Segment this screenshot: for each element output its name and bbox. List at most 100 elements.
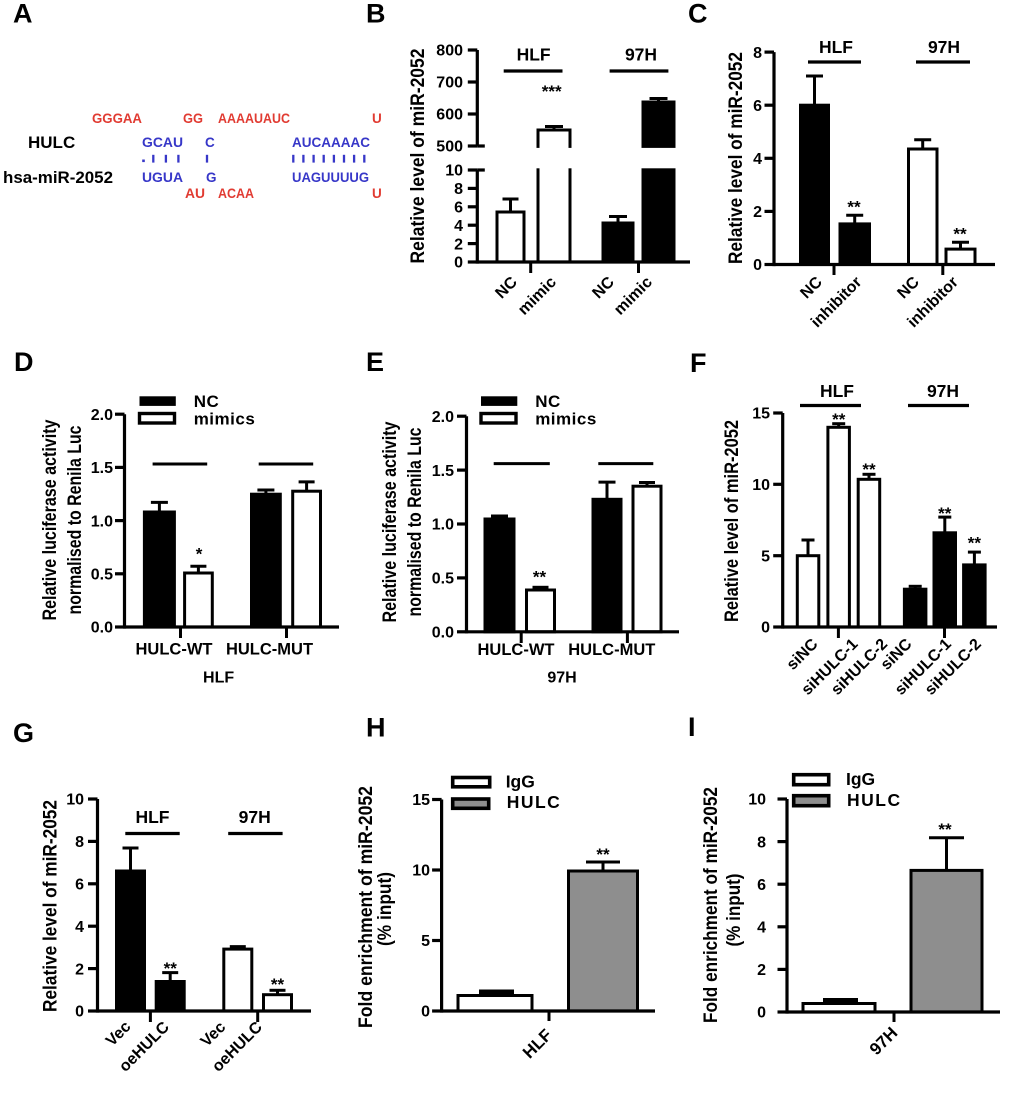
svg-text:10: 10 [748, 792, 766, 809]
svg-text:8: 8 [753, 45, 762, 62]
svg-text:97H: 97H [928, 37, 960, 57]
svg-text:4: 4 [753, 151, 762, 168]
svg-text:HLF: HLF [135, 807, 169, 827]
svg-text:F: F [690, 348, 707, 378]
svg-text:8: 8 [757, 834, 766, 851]
svg-text:HLF: HLF [203, 670, 234, 687]
svg-text:97H: 97H [625, 45, 657, 65]
svg-text:mimics: mimics [194, 410, 256, 429]
svg-text:600: 600 [436, 107, 463, 124]
svg-text:IgG: IgG [506, 771, 535, 791]
svg-text:10: 10 [412, 863, 430, 880]
svg-text:**: ** [164, 959, 178, 978]
svg-text:Relative luciferase activity: Relative luciferase activity [380, 421, 401, 622]
svg-text:A: A [13, 0, 33, 29]
svg-text:0: 0 [75, 1004, 84, 1021]
svg-text:0: 0 [761, 620, 770, 637]
svg-text:Relative level of miR-2052: Relative level of miR-2052 [41, 800, 62, 1012]
svg-text:4: 4 [454, 218, 463, 235]
svg-text:HLF: HLF [820, 381, 854, 401]
svg-text:8: 8 [454, 181, 463, 198]
svg-text:IgG: IgG [846, 769, 875, 789]
svg-text:**: ** [847, 198, 861, 217]
svg-text:0: 0 [454, 255, 463, 272]
svg-text:AUCAAAAC: AUCAAAAC [292, 135, 370, 150]
svg-text:Relative level of miR-2052: Relative level of miR-2052 [726, 52, 747, 264]
svg-text:AAAAUAUC: AAAAUAUC [218, 111, 290, 126]
svg-text:1.5: 1.5 [432, 463, 454, 480]
svg-text:0.5: 0.5 [432, 571, 454, 588]
svg-text:2: 2 [454, 236, 463, 253]
svg-text:4: 4 [75, 919, 84, 936]
svg-text:Relative level of miR-2052: Relative level of miR-2052 [722, 420, 743, 622]
svg-text:HULC-MUT: HULC-MUT [568, 641, 655, 659]
svg-text:500: 500 [436, 139, 463, 156]
svg-text:4: 4 [757, 920, 766, 937]
svg-text:H: H [366, 713, 386, 743]
svg-text:NC: NC [535, 392, 561, 411]
svg-text:HULC: HULC [28, 133, 75, 152]
svg-text:***: *** [542, 82, 562, 101]
svg-text:0.5: 0.5 [91, 567, 113, 584]
svg-text:6: 6 [75, 877, 84, 894]
svg-text:AU: AU [185, 186, 205, 201]
svg-text:GCAU: GCAU [142, 135, 183, 150]
svg-text:700: 700 [436, 75, 463, 92]
svg-text:**: ** [938, 820, 952, 839]
svg-text:normalised to Renila Luc: normalised to Renila Luc [65, 425, 86, 614]
svg-text:G: G [13, 718, 34, 748]
svg-text:HULC-WT: HULC-WT [136, 640, 213, 658]
svg-text:HULC: HULC [847, 790, 902, 810]
svg-text:NC: NC [194, 392, 220, 411]
svg-text:E: E [366, 347, 384, 377]
svg-text:HULC-MUT: HULC-MUT [226, 640, 313, 658]
svg-text:*: * [196, 545, 203, 564]
svg-text:5: 5 [761, 548, 770, 565]
svg-text:1.0: 1.0 [432, 517, 454, 534]
svg-text:hsa-miR-2052: hsa-miR-2052 [3, 168, 113, 187]
svg-text:U: U [372, 186, 382, 201]
svg-text:C: C [688, 0, 708, 29]
svg-text:B: B [366, 0, 386, 29]
svg-text:**: ** [953, 225, 967, 244]
svg-text:10: 10 [445, 163, 463, 180]
svg-text:U: U [372, 111, 382, 126]
svg-text:0: 0 [757, 1005, 766, 1022]
svg-text:2: 2 [75, 961, 84, 978]
svg-text:6: 6 [757, 877, 766, 894]
svg-text:Fold enrichment of miR-2052: Fold enrichment of miR-2052 [701, 787, 722, 1023]
svg-text:normalised to Renila Luc: normalised to Renila Luc [405, 427, 426, 616]
svg-text:GG: GG [183, 111, 203, 126]
svg-text:(% input): (% input) [724, 874, 745, 947]
svg-text:**: ** [938, 504, 952, 523]
svg-text:0.0: 0.0 [432, 625, 454, 642]
svg-text:1.0: 1.0 [91, 513, 113, 530]
svg-text:0: 0 [753, 257, 762, 274]
svg-text:Relative level of miR-2052: Relative level of miR-2052 [408, 49, 429, 264]
svg-text:HLF: HLF [819, 37, 853, 57]
svg-text:**: ** [596, 845, 610, 864]
svg-text:HULC: HULC [507, 792, 562, 812]
svg-text:6: 6 [454, 200, 463, 217]
svg-text:UAGUUUUG: UAGUUUUG [292, 170, 369, 185]
svg-text:2: 2 [757, 962, 766, 979]
svg-text:HLF: HLF [517, 45, 551, 65]
svg-text:**: ** [533, 568, 547, 587]
svg-text:I: I [688, 712, 696, 742]
svg-text:GGGAA: GGGAA [92, 111, 142, 126]
svg-text:D: D [14, 347, 34, 377]
svg-text:(% input): (% input) [375, 872, 396, 946]
svg-text:10: 10 [752, 477, 770, 494]
svg-text:8: 8 [75, 834, 84, 851]
svg-text:Relative luciferase activity: Relative luciferase activity [40, 419, 61, 620]
svg-text:2.0: 2.0 [432, 409, 454, 426]
svg-text:800: 800 [436, 43, 463, 60]
svg-text:**: ** [968, 534, 982, 553]
svg-text:G: G [206, 170, 217, 185]
svg-text:2: 2 [753, 204, 762, 221]
svg-text:2.0: 2.0 [91, 407, 113, 424]
svg-text:**: ** [832, 410, 846, 429]
svg-text:0: 0 [421, 1004, 430, 1021]
svg-text:97H: 97H [927, 381, 959, 401]
svg-text:ACAA: ACAA [218, 186, 254, 201]
